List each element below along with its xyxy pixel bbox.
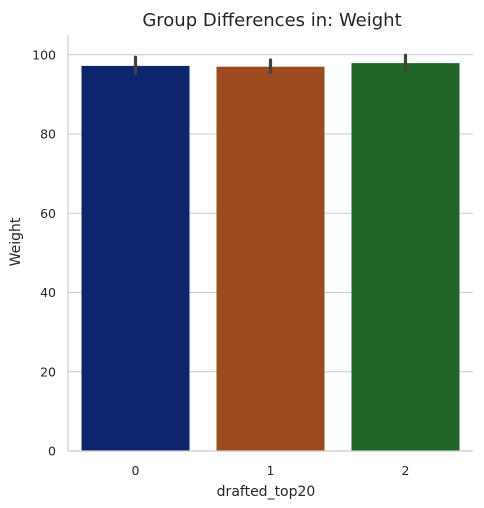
axes [67,35,473,452]
x-tick-labels: 0 1 2 [132,463,410,478]
y-tick-labels: 0 20 40 60 80 100 [32,47,56,458]
y-tick-label: 100 [32,47,56,62]
x-axis-label: drafted_top20 [217,484,316,500]
x-tick-label: 0 [132,463,140,478]
x-tick-label: 1 [267,463,275,478]
chart-title: Group Differences in: Weight [142,10,401,31]
bar-1 [216,66,325,451]
y-tick-label: 0 [48,444,56,459]
bars [81,63,460,452]
y-tick-label: 80 [40,127,56,142]
error-bars [133,53,408,76]
y-tick-label: 40 [40,285,56,300]
bar-2 [351,63,460,452]
y-tick-label: 60 [40,206,56,221]
x-tick-label: 2 [402,463,410,478]
y-tick-label: 20 [40,364,56,379]
y-axis-label: Weight [8,217,24,266]
bar-0 [81,65,190,451]
